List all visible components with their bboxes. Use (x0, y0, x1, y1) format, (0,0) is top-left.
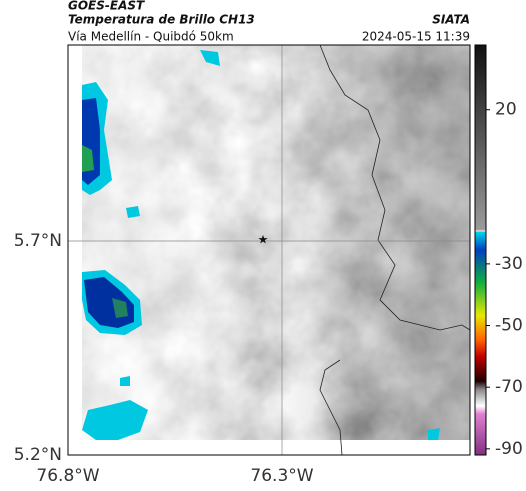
lon-label: 76.3°W (250, 466, 313, 486)
lat-label: 5.2°N (14, 445, 62, 465)
star-marker: ★ (258, 233, 269, 247)
location: Vía Medellín - Quibdó 50km (68, 30, 234, 44)
satellite-image: ★ (68, 45, 470, 455)
map-frame (67, 44, 471, 456)
border (319, 359, 343, 455)
colorbar-tick-label: 20 (495, 100, 517, 120)
timestamp: 2024-05-15 11:39 (362, 30, 470, 44)
border (319, 45, 470, 331)
product: Temperatura de Brillo CH13 (68, 13, 255, 27)
source: GOES-EAST (68, 0, 145, 13)
lon-label: 76.8°W (36, 466, 99, 486)
colorbar-tick-label: -30 (495, 254, 523, 274)
colorbar (474, 44, 487, 456)
colorbar-tick-label: -50 (495, 316, 523, 336)
colorbar-tick-label: -90 (495, 439, 523, 459)
lat-label: 5.7°N (14, 231, 62, 251)
org: SIATA (432, 13, 470, 27)
colorbar-tick-label: -70 (495, 377, 523, 397)
cold-clouds (82, 50, 440, 440)
